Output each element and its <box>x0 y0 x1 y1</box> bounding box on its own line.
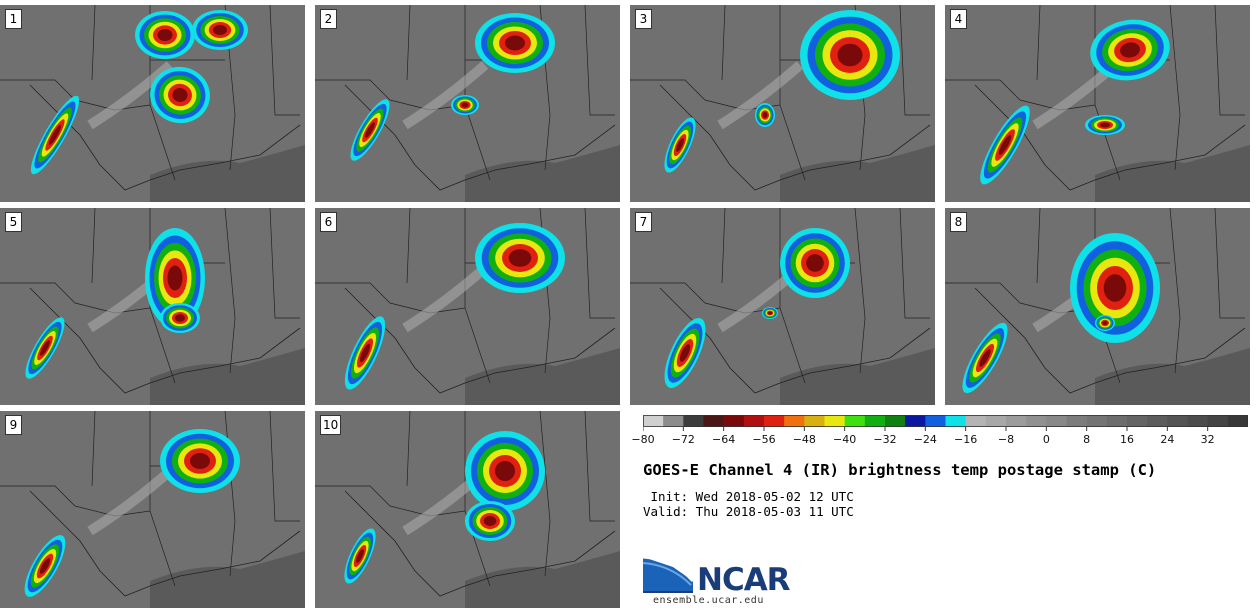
panel-number-label: 4 <box>950 9 967 29</box>
colorbar-bin <box>1006 415 1027 427</box>
ensemble-member-panel: 9 <box>0 411 305 608</box>
ensemble-member-panel: 5 <box>0 208 305 405</box>
colorbar-bin <box>905 415 926 427</box>
colorbar-bin <box>643 415 664 427</box>
colorbar-bin <box>683 415 704 427</box>
panel-number-label: 6 <box>320 212 337 232</box>
ensemble-member-panel: 3 <box>630 5 935 202</box>
colorbar-bin <box>1227 415 1248 427</box>
ensemble-member-panel: 7 <box>630 208 935 405</box>
ensemble-member-panel: 6 <box>315 208 620 405</box>
satellite-ir-map <box>315 208 620 405</box>
panel-number-label: 1 <box>5 9 22 29</box>
colorbar-tick-label: 16 <box>1120 433 1134 446</box>
colorbar-bin <box>743 415 765 427</box>
colorbar-bin <box>1106 415 1128 427</box>
valid-time: Valid: Thu 2018-05-03 11 UTC <box>643 504 854 519</box>
colorbar-bin <box>1086 415 1108 427</box>
satellite-ir-map <box>945 208 1250 405</box>
colorbar-bin <box>844 415 866 427</box>
ensemble-member-panel: 1 <box>0 5 305 202</box>
panel-number-label: 10 <box>320 415 342 435</box>
figure-title: GOES-E Channel 4 (IR) brightness temp po… <box>643 461 1157 479</box>
colorbar-bin <box>925 415 946 427</box>
colorbar-bin <box>1046 415 1067 427</box>
satellite-ir-map <box>0 208 305 405</box>
panel-number-label: 2 <box>320 9 337 29</box>
colorbar-bin <box>663 415 684 427</box>
colorbar-tick-label: −32 <box>873 433 897 446</box>
colorbar-tick-label: 32 <box>1200 433 1215 446</box>
colorbar-bin <box>824 415 846 427</box>
colorbar-tick-label: −40 <box>833 433 857 446</box>
colorbar-bin <box>1147 415 1168 427</box>
colorbar-tick-label: −24 <box>913 433 937 446</box>
colorbar-tick-label: −80 <box>631 433 655 446</box>
satellite-ir-map <box>630 5 935 202</box>
colorbar-bin <box>1187 415 1209 427</box>
ncar-logo-text: NCAR <box>697 562 791 598</box>
colorbar-bin <box>864 415 886 427</box>
colorbar-bin <box>1167 415 1188 427</box>
ensemble-member-panel: 10 <box>315 411 620 608</box>
colorbar-tick-label: −16 <box>954 433 978 446</box>
colorbar-tick-label: 24 <box>1160 433 1175 446</box>
colorbar-bin <box>784 415 805 427</box>
satellite-ir-map <box>315 411 620 608</box>
satellite-ir-map <box>630 208 935 405</box>
colorbar-bin <box>1066 415 1088 427</box>
panel-number-label: 8 <box>950 212 967 232</box>
satellite-ir-map <box>0 5 305 202</box>
colorbar-bin <box>1127 415 1148 427</box>
colorbar-bin <box>1207 415 1229 427</box>
colorbar-bin <box>985 415 1007 427</box>
colorbar-tick-label: −64 <box>712 433 736 446</box>
ensemble-member-panel: 8 <box>945 208 1250 405</box>
panel-number-label: 9 <box>5 415 22 435</box>
satellite-ir-map <box>0 411 305 608</box>
colorbar-bin <box>885 415 906 427</box>
colorbar-tick-label: −56 <box>752 433 776 446</box>
colorbar-tick-label: −72 <box>671 433 695 446</box>
colorbar-bin <box>804 415 825 427</box>
satellite-ir-map <box>315 5 620 202</box>
colorbar-tick-label: −8 <box>997 433 1015 446</box>
website-url: ensemble.ucar.edu <box>653 595 764 606</box>
colorbar-bin <box>764 415 785 427</box>
colorbar-bin <box>723 415 745 427</box>
ncar-logo <box>643 555 695 593</box>
ensemble-member-panel: 4 <box>945 5 1250 202</box>
init-time: Init: Wed 2018-05-02 12 UTC <box>643 489 854 504</box>
ensemble-member-panel: 2 <box>315 5 620 202</box>
temperature-colorbar <box>643 415 1248 431</box>
colorbar-bin <box>945 415 967 427</box>
colorbar-tick-label: −48 <box>792 433 816 446</box>
colorbar-bin <box>703 415 725 427</box>
colorbar-tick-label: 0 <box>1042 433 1050 446</box>
panel-number-label: 5 <box>5 212 22 232</box>
panel-number-label: 3 <box>635 9 652 29</box>
satellite-ir-map <box>945 5 1250 202</box>
panel-number-label: 7 <box>635 212 652 232</box>
colorbar-bin <box>965 415 987 427</box>
colorbar-tick-label: 8 <box>1083 433 1091 446</box>
colorbar-bin <box>1026 415 1047 427</box>
